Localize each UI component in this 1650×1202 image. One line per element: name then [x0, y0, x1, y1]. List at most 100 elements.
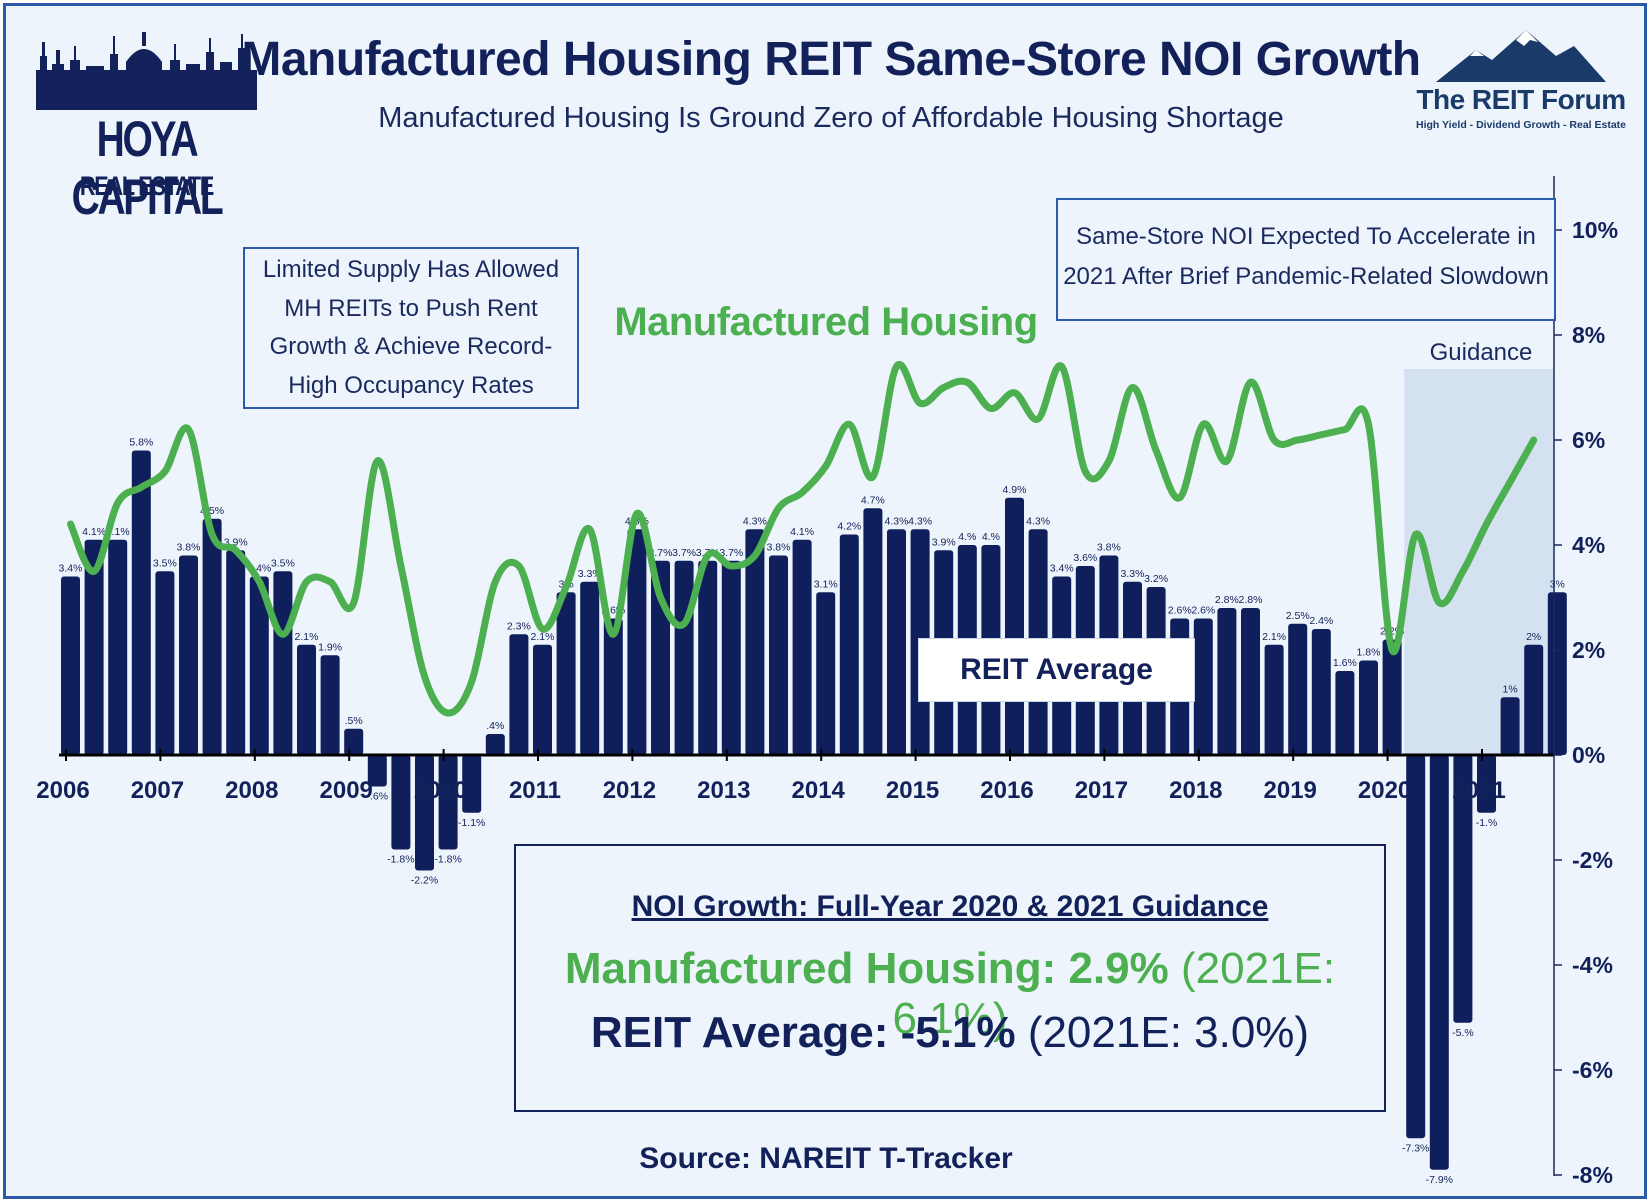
bar-data-label: 3.7% [649, 547, 673, 559]
bar [84, 539, 104, 755]
bar-data-label: 3.8% [767, 542, 791, 554]
x-tick-label: 2020 [1358, 777, 1411, 804]
y-tick-label: 6% [1572, 427, 1605, 453]
bar-data-label: 2% [1526, 631, 1541, 643]
bar [61, 576, 80, 755]
bar-data-label: -.6% [367, 791, 389, 803]
bar-data-label: 3.3% [1121, 568, 1145, 580]
bar [1217, 608, 1237, 755]
mh-series-line [67, 360, 1538, 717]
left-note-line: MH REITs to Push Rent [284, 294, 538, 322]
left-note-line: Growth & Achieve Record- [269, 333, 553, 360]
bar [721, 560, 741, 755]
bar-data-label: 4.% [982, 531, 1000, 543]
y-tick-label: 10% [1572, 217, 1618, 243]
bar [1382, 639, 1402, 755]
bar-data-label: -1.% [1476, 817, 1498, 829]
bar [1429, 755, 1449, 1170]
bar-data-label: -1.8% [387, 854, 414, 866]
bar-data-label: 3.7% [672, 547, 696, 559]
bar-data-label: 2.8% [1215, 594, 1239, 606]
guidance-label: Guidance [1429, 339, 1533, 366]
bar-data-label: 2.3% [507, 620, 531, 632]
bar-data-label: 3.5% [153, 557, 177, 569]
summary-reit-guidance: (2021E: 3.0%) [1027, 1008, 1310, 1057]
mountain-icon [1436, 30, 1606, 82]
bar [1477, 755, 1496, 813]
bar [1264, 644, 1284, 755]
bar-data-label: -7.9% [1426, 1174, 1453, 1186]
bar-data-label: 4.7% [861, 494, 885, 506]
bar-data-label: 3.4% [59, 563, 83, 575]
x-tick-label: 2016 [980, 777, 1033, 804]
bar [1005, 497, 1024, 755]
summary-box: NOI Growth: Full-Year 2020 & 2021 Guidan… [514, 844, 1386, 1112]
bar [1524, 644, 1544, 755]
bar [1453, 755, 1473, 1023]
bar [249, 576, 269, 755]
bar [1500, 697, 1520, 755]
logo-forum-tagline: High Yield - Dividend Growth - Real Esta… [1415, 119, 1627, 131]
y-tick-label: 0% [1572, 742, 1605, 768]
chart-subtitle: Manufactured Housing Is Ground Zero of A… [378, 102, 1284, 134]
bar [131, 450, 151, 755]
x-tick-label: 2019 [1264, 777, 1317, 804]
bar-data-label: 4.3% [908, 515, 932, 527]
source-note: Source: NAREIT T-Tracker [639, 1142, 1013, 1175]
y-tick-label: -2% [1572, 847, 1613, 873]
bar-data-label: -7.3% [1402, 1142, 1429, 1154]
bar [509, 634, 529, 755]
bar [273, 571, 293, 755]
bar [415, 755, 434, 871]
bar [367, 755, 387, 787]
summary-mh-guidance: (2021E: 6.1%) [892, 944, 1336, 1043]
bar-data-label: 4.2% [837, 521, 861, 533]
x-tick-label: 2018 [1169, 777, 1222, 804]
y-tick-label: -4% [1572, 952, 1613, 978]
x-tick-label: 2007 [131, 777, 184, 804]
bar [1311, 629, 1331, 755]
x-tick-label: 2013 [697, 777, 750, 804]
bar [485, 734, 505, 755]
bar [863, 508, 883, 755]
bar-data-label: 2.5% [1286, 610, 1310, 622]
bar-data-label: 3.1% [814, 578, 838, 590]
bar [226, 550, 246, 755]
bar-data-label: 4.9% [1003, 484, 1027, 496]
chart-title: Manufactured Housing REIT Same-Store NOI… [241, 33, 1421, 86]
bar-data-label: 3.7% [719, 547, 743, 559]
bar [1193, 618, 1213, 755]
bar-data-label: 2.1% [295, 631, 319, 643]
bar-data-label: 2.8% [1239, 594, 1263, 606]
bar [674, 560, 694, 755]
bar-data-label: 3.8% [177, 542, 201, 554]
right-note-line: Same-Store NOI Expected To Accelerate in [1076, 223, 1536, 250]
bar [839, 534, 859, 755]
bar-data-label: 1.6% [1333, 657, 1357, 669]
bar-data-label: 4.3% [743, 515, 767, 527]
y-tick-label: -6% [1572, 1057, 1613, 1083]
bar [320, 655, 340, 755]
bar-data-label: 3.9% [932, 536, 956, 548]
bar [816, 592, 836, 755]
bar-data-label: 1.9% [318, 641, 342, 653]
logo-name-line1: HOYA CAPITAL [71, 111, 224, 225]
bar-data-label: 2.1% [531, 631, 555, 643]
bar-data-label: 2.6% [1191, 605, 1215, 617]
bar-data-label: 4.3% [885, 515, 909, 527]
bar-data-label: -5.% [1452, 1027, 1474, 1039]
right-note-line: 2021 After Brief Pandemic-Related Slowdo… [1063, 263, 1549, 290]
bar [297, 644, 316, 755]
logo-name-line2: REAL ESTATE [79, 171, 214, 201]
bar [1241, 608, 1260, 755]
bar-data-label: 3% [1550, 578, 1565, 590]
bar-data-label: 3.6% [1073, 552, 1097, 564]
bar [179, 555, 198, 755]
reit-forum-logo: The REIT Forum High Yield - Dividend Gro… [1406, 26, 1636, 136]
bar [1406, 755, 1426, 1139]
reit-series-label: REIT Average [918, 638, 1195, 702]
city-skyline-icon [36, 32, 257, 110]
bar [698, 560, 718, 755]
bar [603, 618, 623, 755]
summary-reit-value: -5.1% [900, 1008, 1016, 1057]
